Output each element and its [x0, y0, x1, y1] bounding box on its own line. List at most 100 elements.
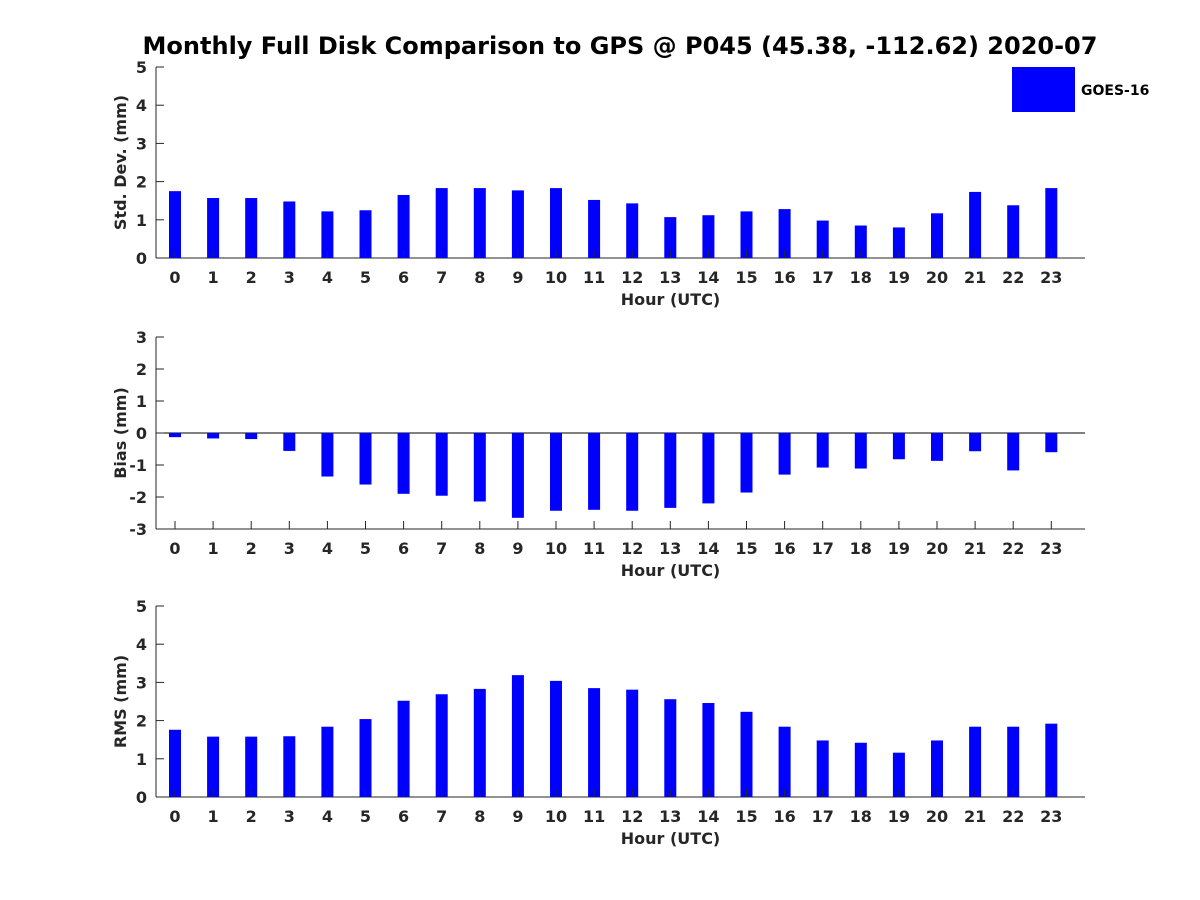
std-dev-bar	[626, 203, 639, 258]
std-dev-y-tick-label: 0	[136, 249, 147, 268]
std-dev-bar	[283, 201, 296, 258]
rms-x-tick-label: 12	[621, 807, 643, 826]
bias-bar	[892, 433, 905, 460]
legend-label: GOES-16	[1081, 83, 1149, 99]
bias-bar	[1007, 433, 1020, 471]
rms-bar	[854, 742, 867, 797]
rms-x-tick-label: 14	[697, 807, 719, 826]
rms-x-tick-label: 23	[1040, 807, 1062, 826]
rms-bar	[473, 688, 486, 797]
rms-x-tick-label: 3	[284, 807, 295, 826]
bias-x-tick-label: 15	[735, 539, 757, 558]
bias-bar	[626, 433, 639, 511]
std-dev-y-tick-label: 3	[136, 134, 147, 153]
std-dev-x-axis-label: Hour (UTC)	[621, 290, 721, 309]
bias-x-tick-label: 4	[322, 539, 333, 558]
bias-x-tick-label: 13	[659, 539, 681, 558]
bias-y-tick-label: -3	[129, 520, 147, 539]
rms-x-tick-label: 11	[583, 807, 605, 826]
std-dev-y-tick-label: 5	[136, 58, 147, 77]
rms-bar	[740, 711, 753, 797]
std-dev-x-tick-label: 16	[773, 268, 795, 287]
std-dev-x-tick-label: 0	[169, 268, 180, 287]
bias-bar	[931, 433, 943, 461]
bias-x-tick-label: 19	[888, 539, 910, 558]
rms-x-tick-label: 17	[812, 807, 834, 826]
std-dev-bar	[664, 217, 677, 258]
rms-bar	[778, 726, 791, 797]
std-dev-y-tick-label: 4	[136, 96, 147, 115]
rms-x-tick-label: 6	[398, 807, 409, 826]
bias-y-tick-label: -1	[129, 456, 147, 475]
bias-bar	[359, 433, 372, 485]
std-dev-x-tick-label: 22	[1002, 268, 1024, 287]
bias-x-tick-label: 10	[545, 539, 567, 558]
bias-bar	[207, 433, 220, 439]
std-dev-x-tick-label: 9	[512, 268, 523, 287]
bias-y-tick-label: 2	[136, 360, 147, 379]
legend-swatch	[1012, 67, 1075, 112]
std-dev-x-tick-label: 23	[1040, 268, 1062, 287]
rms-bar	[816, 740, 829, 797]
bias-x-tick-label: 20	[926, 539, 948, 558]
rms-x-axis-label: Hour (UTC)	[621, 829, 721, 848]
std-dev-bar	[892, 227, 905, 258]
rms-y-tick-label: 3	[136, 673, 147, 692]
std-dev-bar	[321, 211, 334, 258]
bias-bar	[740, 433, 753, 493]
std-dev-x-tick-label: 17	[812, 268, 834, 287]
rms-bar	[1045, 723, 1058, 797]
std-dev-bar	[169, 191, 181, 258]
std-dev-bar	[397, 194, 410, 258]
bias-x-tick-label: 8	[474, 539, 485, 558]
rms-x-tick-label: 19	[888, 807, 910, 826]
rms-bar	[702, 703, 715, 797]
bias-bar	[245, 433, 258, 440]
std-dev-bar	[245, 198, 258, 258]
std-dev-x-tick-label: 5	[360, 268, 371, 287]
std-dev-x-tick-label: 11	[583, 268, 605, 287]
rms-x-tick-label: 16	[773, 807, 795, 826]
std-dev-x-tick-label: 2	[246, 268, 257, 287]
rms-bar	[359, 719, 372, 797]
std-dev-x-tick-label: 15	[735, 268, 757, 287]
rms-bar	[1007, 726, 1020, 797]
rms-y-tick-label: 1	[136, 750, 147, 769]
bias-x-tick-label: 21	[964, 539, 986, 558]
std-dev-bar	[740, 211, 753, 258]
bias-x-tick-label: 2	[246, 539, 257, 558]
std-dev-bar	[931, 213, 943, 258]
std-dev-x-tick-label: 20	[926, 268, 948, 287]
rms-x-tick-label: 7	[436, 807, 447, 826]
bias-x-tick-label: 1	[208, 539, 219, 558]
std-dev-x-tick-label: 7	[436, 268, 447, 287]
rms-bar	[283, 736, 296, 797]
rms-x-tick-label: 0	[169, 807, 180, 826]
bias-bar	[588, 433, 601, 510]
rms-x-tick-label: 1	[208, 807, 219, 826]
bias-bar	[550, 433, 562, 511]
rms-bar	[892, 752, 905, 797]
rms-bar	[511, 675, 524, 797]
std-dev-x-tick-label: 6	[398, 268, 409, 287]
bias-y-tick-label: 0	[136, 424, 147, 443]
rms-x-tick-label: 5	[360, 807, 371, 826]
std-dev-x-tick-label: 3	[284, 268, 295, 287]
bias-bar	[969, 433, 982, 452]
rms-bar	[550, 680, 562, 797]
bias-x-tick-label: 6	[398, 539, 409, 558]
std-dev-bar	[1007, 205, 1020, 258]
std-dev-x-tick-label: 19	[888, 268, 910, 287]
bias-x-tick-label: 23	[1040, 539, 1062, 558]
bias-y-axis-label: Bias (mm)	[111, 387, 130, 479]
rms-x-tick-label: 21	[964, 807, 986, 826]
bias-x-tick-label: 16	[773, 539, 795, 558]
bias-x-tick-label: 5	[360, 539, 371, 558]
bias-bar	[169, 433, 181, 438]
rms-x-tick-label: 9	[512, 807, 523, 826]
bias-y-tick-label: -2	[129, 488, 147, 507]
std-dev-x-tick-label: 18	[850, 268, 872, 287]
